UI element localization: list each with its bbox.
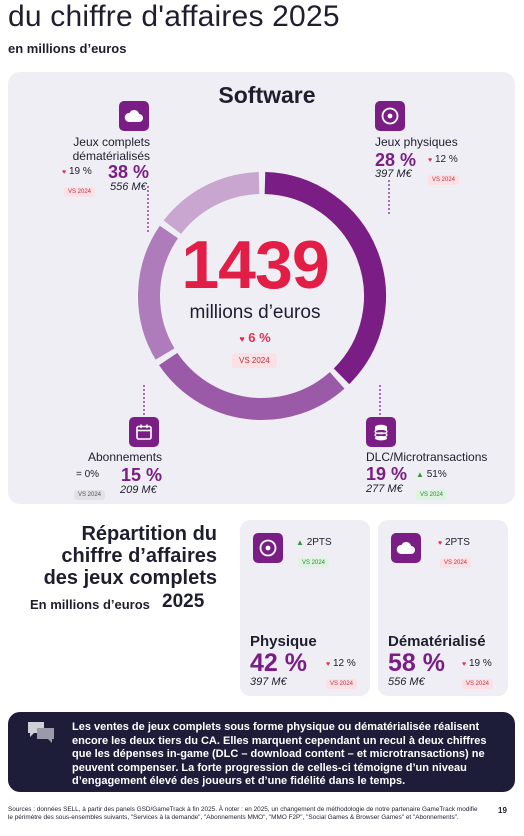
segment-abonnements-change: = 0% bbox=[76, 469, 100, 480]
card-physique-share-change: ▲ 2PTS bbox=[296, 537, 332, 548]
down-arrow-icon: ♥ bbox=[462, 661, 467, 668]
down-arrow-icon: ♥ bbox=[239, 334, 245, 344]
card-physique-change: ♥ 12 % bbox=[326, 658, 356, 669]
card-physique-pct: 42 % bbox=[250, 649, 307, 677]
segment-abonnements-label: Abonnements bbox=[88, 450, 163, 464]
page-number: 19 bbox=[498, 806, 507, 815]
cloud-icon bbox=[391, 533, 421, 563]
card-physique-value: 397 M€ bbox=[250, 676, 287, 688]
segment-dematerialises-vs: VS 2024 bbox=[64, 180, 96, 198]
down-arrow-icon: ♥ bbox=[428, 157, 433, 164]
ring-segment bbox=[264, 172, 386, 385]
note-text: Les ventes de jeux complets sous forme p… bbox=[72, 721, 487, 787]
coins-icon bbox=[366, 417, 396, 447]
segment-physiques-vs: VS 2024 bbox=[428, 168, 460, 186]
software-change: ♥ 6 % bbox=[239, 330, 271, 345]
segment-abonnements-value: 209 M€ bbox=[120, 484, 157, 496]
segment-physiques-pct: 28 % bbox=[375, 150, 417, 170]
software-total: 1439 bbox=[181, 227, 329, 303]
segment-dematerialises-label: Jeux complets dématérialisés bbox=[72, 135, 150, 163]
card-dematerialise-title: Dématérialisé bbox=[388, 633, 486, 650]
segment-dematerialises-change: ♥ 19 % bbox=[62, 166, 92, 177]
software-title: Software bbox=[218, 82, 316, 108]
segment-dlc-value: 277 M€ bbox=[366, 483, 403, 495]
footer-sources: Sources : données SELL, à partir des pan… bbox=[8, 806, 478, 821]
cloud-icon bbox=[119, 101, 149, 131]
segment-dematerialises-pct: 38 % bbox=[108, 162, 150, 182]
repartition-year: 2025 bbox=[162, 591, 205, 612]
segment-dematerialises-value: 556 M€ bbox=[110, 181, 147, 193]
repartition-title: Répartition du chiffre d’affaires des je… bbox=[43, 523, 217, 589]
repartition-unit: En millions d’euros bbox=[30, 597, 150, 612]
card-dematerialise-value: 556 M€ bbox=[388, 676, 425, 688]
segment-abonnements-pct: 15 % bbox=[121, 465, 163, 485]
page-title: du chiffre d'affaires 2025 bbox=[8, 0, 340, 33]
software-panel bbox=[8, 72, 515, 504]
software-vs-badge: VS 2024 bbox=[232, 350, 277, 368]
segment-physiques-label: Jeux physiques bbox=[375, 135, 458, 149]
segment-abonnements-vs: VS 2024 bbox=[74, 483, 106, 501]
segment-physiques-value: 397 M€ bbox=[375, 168, 412, 180]
card-dematerialise-share-change: ♥ 2PTS bbox=[438, 537, 470, 548]
software-unit: millions d’euros bbox=[189, 302, 321, 323]
card-dematerialise-pct: 58 % bbox=[388, 649, 445, 677]
chat-bubbles-icon bbox=[26, 720, 56, 751]
calendar-icon bbox=[129, 417, 159, 447]
page-subtitle: en millions d’euros bbox=[8, 41, 127, 56]
segment-dlc-change: ▲ 51% bbox=[416, 469, 447, 480]
segment-dlc-vs: VS 2024 bbox=[416, 483, 448, 501]
segment-dlc-label: DLC/Microtransactions bbox=[366, 450, 488, 464]
segment-physiques-change: ♥ 12 % bbox=[428, 154, 458, 165]
disc-icon bbox=[375, 101, 405, 131]
card-physique-share-vs: VS 2024 bbox=[298, 551, 330, 569]
note-box bbox=[8, 712, 515, 792]
card-dematerialise-vs: VS 2024 bbox=[462, 672, 494, 690]
segment-dlc-pct: 19 % bbox=[366, 464, 408, 484]
ring-segment bbox=[138, 225, 179, 360]
card-dematerialise-change: ♥ 19 % bbox=[462, 658, 492, 669]
card-physique-title: Physique bbox=[250, 633, 317, 650]
ring-segment bbox=[159, 352, 345, 420]
disc-icon bbox=[253, 533, 283, 563]
card-dematerialise-share-vs: VS 2024 bbox=[440, 551, 472, 569]
down-arrow-icon: ♥ bbox=[326, 661, 331, 668]
up-arrow-icon: ▲ bbox=[296, 538, 304, 547]
down-arrow-icon: ♥ bbox=[438, 540, 443, 547]
down-arrow-icon: ♥ bbox=[62, 169, 67, 176]
up-arrow-icon: ▲ bbox=[416, 470, 424, 479]
ring-segment bbox=[163, 172, 260, 235]
card-physique-vs: VS 2024 bbox=[326, 672, 358, 690]
